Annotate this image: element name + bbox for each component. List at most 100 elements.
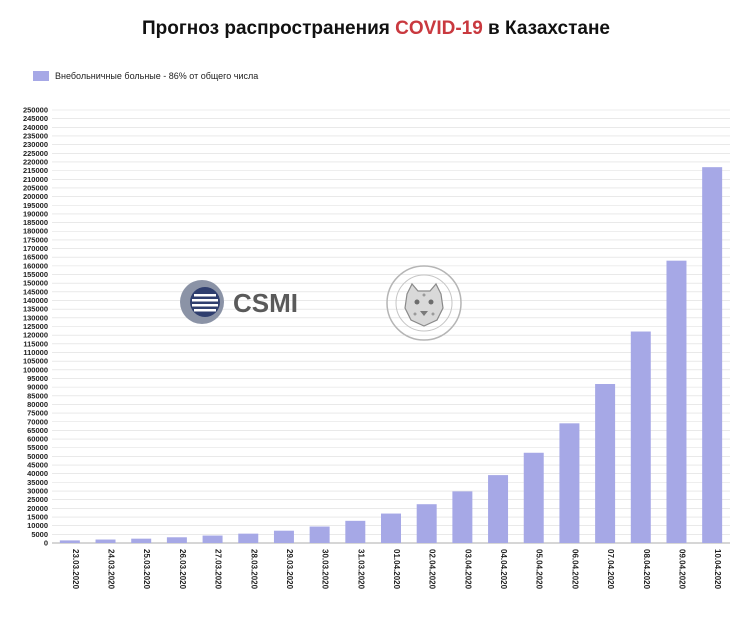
y-tick-label: 110000 [23, 348, 48, 357]
y-tick-label: 190000 [23, 209, 48, 218]
y-tick-label: 225000 [23, 149, 48, 158]
x-tick-label: 24.03.2020 [107, 549, 116, 590]
x-tick-label: 02.04.2020 [428, 549, 437, 590]
y-tick-label: 235000 [23, 131, 48, 140]
bar [381, 513, 401, 543]
y-tick-label: 60000 [27, 435, 48, 444]
seal-inner-ring [395, 274, 453, 332]
y-tick-label: 245000 [23, 114, 48, 123]
y-tick-label: 85000 [27, 391, 48, 400]
y-tick-label: 105000 [23, 357, 48, 366]
csmi-logo-stripe [194, 294, 216, 297]
x-tick-label: 07.04.2020 [606, 549, 615, 590]
bar [702, 167, 723, 543]
y-tick-label: 160000 [23, 261, 48, 270]
title-highlight: COVID-19 [395, 18, 483, 39]
bar [131, 538, 152, 543]
y-tick-label: 5000 [31, 530, 48, 539]
x-tick-label: 04.04.2020 [499, 549, 508, 590]
y-tick-label: 80000 [27, 400, 48, 409]
bars [59, 167, 723, 543]
y-tick-label: 175000 [23, 235, 48, 244]
y-tick-label: 240000 [23, 123, 48, 132]
y-tick-label: 165000 [23, 253, 48, 262]
barys-seal-logo [386, 265, 462, 341]
x-tick-label: 27.03.2020 [214, 549, 223, 590]
bar [345, 520, 366, 543]
y-axis-ticks: 0500010000150002000025000300003500040000… [23, 106, 48, 548]
legend: Внебольничные больные - 86% от общего чи… [33, 71, 258, 81]
seal-spot [422, 293, 426, 297]
seal-spot [431, 312, 435, 316]
x-tick-label: 29.03.2020 [285, 549, 294, 590]
y-tick-label: 95000 [27, 374, 48, 383]
chart-title: Прогноз распространения COVID-19 в Казах… [0, 18, 752, 40]
y-tick-label: 210000 [23, 175, 48, 184]
y-tick-label: 25000 [27, 495, 48, 504]
seal-spot [413, 312, 417, 316]
y-tick-label: 130000 [23, 313, 48, 322]
y-tick-label: 65000 [27, 426, 48, 435]
bar [523, 452, 544, 543]
bar [416, 504, 437, 543]
bar [238, 533, 259, 543]
y-tick-label: 185000 [23, 218, 48, 227]
x-tick-label: 09.04.2020 [677, 549, 686, 590]
y-tick-label: 170000 [23, 244, 48, 253]
x-tick-label: 25.03.2020 [142, 549, 151, 590]
seal-nose [420, 311, 428, 316]
x-tick-label: 10.04.2020 [713, 549, 722, 590]
bar [95, 539, 116, 543]
y-tick-label: 115000 [23, 339, 48, 348]
grid-lines [52, 109, 730, 544]
y-tick-label: 250000 [23, 106, 48, 115]
bar [595, 384, 616, 543]
bar [630, 331, 651, 543]
y-tick-label: 15000 [27, 513, 48, 522]
snow-leopard-head-icon [404, 282, 444, 327]
bar [273, 530, 294, 543]
y-tick-label: 20000 [27, 504, 48, 513]
title-suffix: в Казахстане [482, 18, 610, 39]
x-tick-label: 05.04.2020 [535, 549, 544, 590]
y-tick-label: 50000 [27, 452, 48, 461]
x-tick-label: 01.04.2020 [392, 549, 401, 590]
y-tick-label: 155000 [23, 270, 48, 279]
y-tick-label: 40000 [27, 469, 48, 478]
y-tick-label: 100000 [23, 365, 48, 374]
legend-swatch [33, 71, 49, 81]
csmi-logo-inner-disc [190, 287, 220, 317]
x-tick-label: 30.03.2020 [321, 549, 330, 590]
y-tick-label: 140000 [23, 296, 48, 305]
y-tick-label: 220000 [23, 157, 48, 166]
bar [202, 535, 223, 543]
y-tick-label: 215000 [23, 166, 48, 175]
x-tick-label: 06.04.2020 [570, 549, 579, 590]
y-tick-label: 180000 [23, 227, 48, 236]
csmi-logo-stripe [192, 299, 218, 302]
y-tick-label: 55000 [27, 443, 48, 452]
seal-outer-ring [386, 265, 462, 341]
y-tick-label: 200000 [23, 192, 48, 201]
y-tick-label: 120000 [23, 331, 48, 340]
y-tick-label: 205000 [23, 183, 48, 192]
y-tick-label: 230000 [23, 140, 48, 149]
seal-eye-right [428, 299, 434, 305]
bar [666, 260, 687, 543]
bar [59, 540, 80, 543]
x-axis-ticks: 23.03.2020 24.03.2020 25.03.2020 26.03.2020… [71, 549, 722, 590]
bar [452, 491, 473, 543]
bar [488, 475, 509, 543]
csmi-logo-text: CSMI [233, 288, 298, 318]
y-tick-label: 135000 [23, 305, 48, 314]
y-tick-label: 0 [44, 539, 48, 548]
y-tick-label: 90000 [27, 383, 48, 392]
y-tick-label: 195000 [23, 201, 48, 210]
y-tick-label: 75000 [27, 409, 48, 418]
csmi-logo-stripe [192, 304, 218, 307]
y-tick-label: 10000 [27, 521, 48, 530]
x-tick-label: 03.04.2020 [463, 549, 472, 590]
x-tick-label: 23.03.2020 [71, 549, 80, 590]
y-tick-label: 30000 [27, 487, 48, 496]
